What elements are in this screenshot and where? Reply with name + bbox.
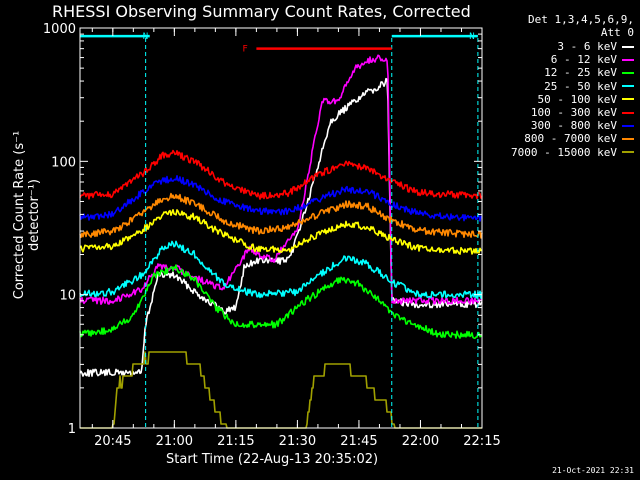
legend-header: Det 1,3,4,5,6,9, Att 0: [528, 13, 634, 39]
legend-entry: 800 - 7000 keV: [511, 132, 634, 145]
legend-label: 7000 - 15000 keV: [511, 145, 617, 159]
legend-label: 6 - 12 keV: [550, 53, 617, 67]
axes-layer: 1 10 100 1000 20:45 21:00 21:15 21:30 21:45 22:00…: [43, 22, 501, 449]
legend-label: 3 - 6 keV: [557, 40, 617, 53]
legend-swatch: [622, 58, 634, 61]
y-tick-label: 1: [68, 422, 76, 437]
trace-7000-15000kev: [80, 351, 482, 429]
trace-12-25kev: [79, 264, 483, 340]
trace-800-7000kev: [79, 192, 483, 239]
legend-entry: 6 - 12 keV: [511, 53, 634, 66]
legend-label: 800 - 7000 keV: [524, 132, 617, 146]
traces-layer: [79, 54, 483, 429]
legend-swatch: [622, 137, 634, 140]
annotations-layer: N N F: [80, 32, 479, 428]
x-axis-label: Start Time (22-Aug-13 20:35:02): [166, 452, 379, 467]
x-tick-label: 21:00: [156, 434, 193, 449]
flag-label-2: F: [242, 45, 247, 55]
y-tick-label: 100: [51, 155, 76, 170]
legend-swatch: [622, 98, 634, 101]
chart-title: RHESSI Observing Summary Count Rates, Co…: [52, 2, 471, 21]
legend-swatch: [622, 71, 634, 74]
x-tick-label: 21:15: [217, 434, 254, 449]
flag-label-1: N: [469, 32, 474, 42]
legend-entry: 50 - 100 keV: [511, 93, 634, 106]
legend-entry: 300 - 800 keV: [511, 119, 634, 132]
x-tick-label: 21:45: [340, 434, 377, 449]
trace-300-800kev: [79, 175, 483, 222]
plot-frame: [79, 27, 483, 429]
legend-label: 300 - 800 keV: [530, 119, 617, 133]
legend-entry: 3 - 6 keV: [511, 40, 634, 53]
legend-label: 12 - 25 keV: [544, 66, 617, 80]
trace-100-300kev: [79, 149, 483, 200]
y-tick-label: 1000: [43, 22, 76, 37]
legend-entry: 25 - 50 keV: [511, 80, 634, 93]
legend-entry: 7000 - 15000 keV: [511, 146, 634, 159]
legend-swatch: [622, 85, 634, 88]
trace-3-6kev: [79, 77, 483, 377]
legend-label: 100 - 300 keV: [530, 105, 617, 119]
legend-swatch: [622, 151, 634, 154]
legend-entry: 100 - 300 keV: [511, 106, 634, 119]
trace-50-100kev: [79, 209, 483, 255]
legend-header-line-1: Det 1,3,4,5,6,9,: [528, 13, 634, 26]
x-tick-label: 22:00: [402, 434, 439, 449]
legend-label: 25 - 50 keV: [544, 79, 617, 93]
x-tick-label: 20:45: [94, 434, 131, 449]
legend-swatch: [622, 124, 634, 127]
legend-header-line-2: Att 0: [600, 26, 634, 39]
legend-swatch: [622, 111, 634, 114]
legend-swatch: [622, 45, 634, 48]
timestamp: 21-Oct-2021 22:31: [552, 466, 634, 475]
legend: 3 - 6 keV 6 - 12 keV 12 - 25 keV 25 - 50 ke…: [511, 40, 634, 159]
trace-25-50kev: [79, 240, 483, 299]
x-tick-label: 22:15: [463, 434, 500, 449]
trace-6-12kev: [79, 54, 483, 305]
x-tick-label: 21:30: [279, 434, 316, 449]
flag-label-0: N: [143, 32, 148, 42]
legend-entry: 12 - 25 keV: [511, 66, 634, 79]
y-axis-label: Corrected Count Rate (s⁻¹ detector⁻¹): [12, 130, 42, 300]
y-tick-label: 10: [59, 289, 76, 304]
legend-label: 50 - 100 keV: [537, 92, 617, 106]
